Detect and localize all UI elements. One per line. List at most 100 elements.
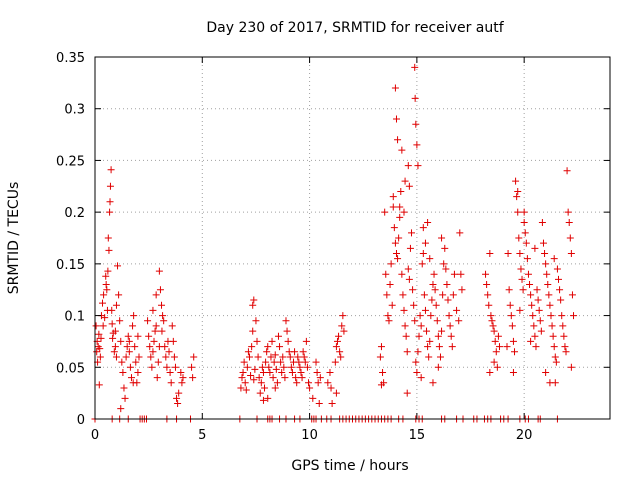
x-tick-label: 20 (516, 428, 533, 443)
data-point (134, 332, 142, 340)
data-point (391, 239, 399, 247)
data-point (257, 379, 265, 387)
data-point (442, 265, 450, 273)
y-tick-label: 0.35 (56, 51, 85, 66)
data-point (405, 275, 413, 283)
data-point (394, 255, 402, 263)
data-point (294, 353, 302, 361)
data-point (163, 363, 171, 371)
data-point (423, 327, 431, 335)
data-point (552, 358, 560, 366)
data-point (253, 337, 261, 345)
data-point (486, 250, 494, 258)
data-point (241, 379, 249, 387)
data-point (254, 353, 262, 361)
data-point (118, 358, 126, 366)
data-point (509, 368, 517, 376)
data-point (297, 368, 305, 376)
data-point (123, 343, 131, 351)
data-point (155, 343, 163, 351)
data-point (439, 291, 447, 299)
data-point (169, 337, 177, 345)
data-point (388, 301, 396, 309)
data-point (534, 296, 542, 304)
y-tick-label: 0 (77, 413, 85, 428)
data-point (430, 270, 438, 278)
data-point (421, 306, 429, 314)
data-point (526, 281, 534, 289)
data-point (493, 363, 501, 371)
data-point (104, 267, 112, 275)
data-point (377, 343, 385, 351)
data-point (306, 384, 314, 392)
data-point (95, 330, 103, 338)
data-point (385, 317, 393, 325)
data-point (132, 358, 140, 366)
data-point (287, 363, 295, 371)
data-point (429, 281, 437, 289)
data-point (516, 306, 524, 314)
data-point (445, 312, 453, 320)
data-point (271, 384, 279, 392)
data-point (490, 358, 498, 366)
data-point (249, 327, 257, 335)
data-point (106, 208, 114, 216)
data-point (548, 322, 556, 330)
data-point (417, 374, 425, 382)
data-point (249, 301, 257, 309)
data-point (432, 301, 440, 309)
data-point (522, 239, 530, 247)
data-point (264, 343, 272, 351)
data-point (515, 234, 523, 242)
data-point (99, 299, 107, 307)
data-point (410, 301, 418, 309)
data-point (174, 399, 182, 407)
data-point (402, 332, 410, 340)
data-point (523, 255, 531, 263)
data-point (520, 208, 528, 216)
data-point (112, 353, 120, 361)
data-point (426, 255, 434, 263)
data-point (272, 365, 280, 373)
data-point (389, 203, 397, 211)
data-point (487, 312, 495, 320)
data-point (340, 327, 348, 335)
data-point (550, 343, 558, 351)
data-point (267, 353, 275, 361)
data-point (126, 363, 134, 371)
data-point (250, 376, 258, 384)
data-point (491, 337, 499, 345)
data-point (453, 306, 461, 314)
data-point (173, 394, 181, 402)
data-point (436, 353, 444, 361)
data-point (293, 379, 301, 387)
data-point (559, 322, 567, 330)
data-point (116, 317, 124, 325)
data-point (550, 255, 558, 263)
data-point (406, 244, 414, 252)
data-point (411, 317, 419, 325)
data-point (326, 368, 334, 376)
data-point (446, 322, 454, 330)
data-point (413, 368, 421, 376)
x-tick-label: 5 (198, 428, 206, 443)
data-point (443, 281, 451, 289)
data-point (533, 286, 541, 294)
data-point (268, 337, 276, 345)
data-point (539, 239, 547, 247)
data-point (396, 213, 404, 221)
data-point (511, 348, 519, 356)
data-point (514, 208, 522, 216)
data-point (509, 337, 517, 345)
axis-ticks: 0 5 10 15 20 0 0.05 0.1 0.15 0.2 0.25 0.3 0.35 (56, 51, 610, 443)
data-point (252, 317, 260, 325)
data-point (104, 234, 112, 242)
data-point (391, 84, 399, 92)
data-point (243, 363, 251, 371)
data-point (431, 286, 439, 294)
data-point (413, 141, 421, 149)
data-point (251, 365, 259, 373)
data-point (292, 374, 300, 382)
y-tick-label: 0.3 (64, 103, 85, 118)
data-point (266, 368, 274, 376)
